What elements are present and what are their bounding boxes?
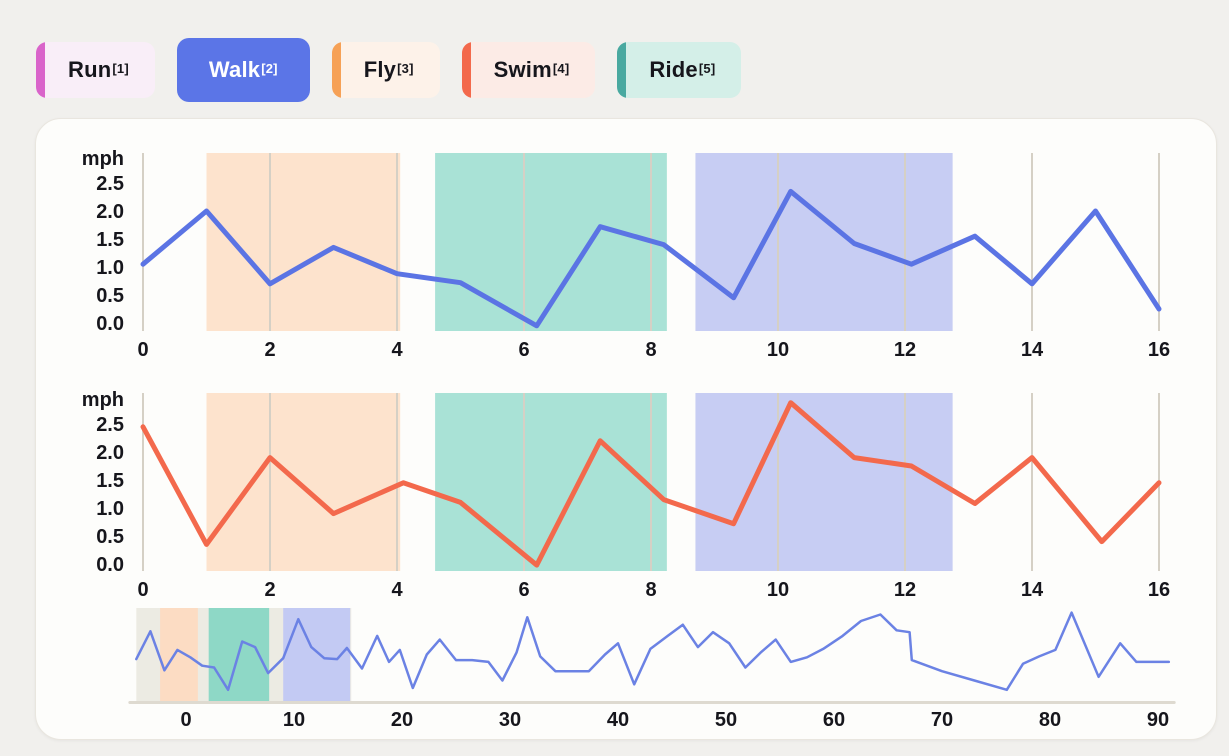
charts-panel: 0 2 4 6 8 10 12 14 16 0.0 0.5 1.0 1.5 2.0 2.5 mph 0 2 4 6 8 1… [82, 148, 1176, 731]
y-axis-title: mph [82, 148, 124, 170]
x-tick-label: 2 [264, 339, 275, 361]
y-tick-label: 1.5 [96, 470, 124, 492]
swim-speed-line [140, 400, 1162, 568]
swim-speed-region-ride-interval [435, 393, 667, 571]
overview-tick-label: 40 [607, 709, 629, 731]
legend-item-shortcut: [1] [112, 60, 129, 76]
y-tick-label: 2.5 [96, 173, 124, 195]
overview-region-fly-interval [160, 608, 198, 701]
x-tick-label: 2 [264, 579, 275, 601]
x-tick-label: 10 [767, 579, 789, 601]
x-tick-label: 14 [1021, 339, 1044, 361]
overview-tick-label: 60 [823, 709, 845, 731]
ride-color-swatch [617, 42, 627, 98]
y-tick-label: 1.5 [96, 229, 124, 251]
y-axis-title: mph [82, 389, 124, 411]
legend-item-label: Walk [208, 57, 261, 82]
x-tick-label: 16 [1148, 579, 1170, 601]
legend-item-label: Run [68, 57, 112, 82]
x-tick-label: 0 [137, 579, 148, 601]
swim-speed-region-fly-interval [206, 393, 401, 571]
x-tick-label: 12 [894, 579, 916, 601]
overview-line [135, 611, 1171, 692]
swim-color-swatch [461, 42, 471, 98]
x-tick-label: 4 [391, 579, 403, 601]
legend-item-run[interactable]: Run [1] [36, 42, 155, 98]
legend-item-swim[interactable]: Swim [4] [461, 42, 596, 98]
legend-item-label: Fly [363, 57, 397, 82]
walk-speed-chart: 0 2 4 6 8 10 12 14 16 0.0 0.5 1.0 1.5 2.0 2.5 mph [82, 148, 1170, 361]
swim-speed-region-walk-interval [695, 393, 953, 571]
legend-item-label: Ride [649, 57, 698, 82]
x-tick-label: 8 [645, 579, 656, 601]
x-tick-label: 0 [137, 339, 148, 361]
legend-item-shortcut: [5] [698, 60, 716, 76]
overview-tick-label: 0 [180, 709, 191, 731]
x-tick-label: 12 [894, 339, 916, 361]
overview-tick-label: 80 [1039, 709, 1061, 731]
overview-tick-label: 10 [283, 709, 305, 731]
x-tick-label: 14 [1021, 579, 1044, 601]
overview-tick-label: 90 [1147, 709, 1169, 731]
overview-tick-label: 20 [391, 709, 413, 731]
overview-tick-label: 70 [931, 709, 953, 731]
x-tick-label: 4 [391, 339, 403, 361]
walk-speed-line [140, 188, 1162, 329]
x-tick-label: 8 [645, 339, 656, 361]
activity-legend: Run [1] Walk [2] Fly [3] Swim [4] Ride [5] [36, 36, 742, 104]
y-tick-label: 2.0 [96, 442, 124, 464]
y-tick-label: 1.0 [96, 498, 124, 520]
swim-speed-chart: 0 2 4 6 8 10 12 14 16 0.0 0.5 1.0 1.5 2.0 2.5 mph [82, 389, 1170, 601]
overview-tick-label: 50 [715, 709, 737, 731]
legend-item-shortcut: [4] [552, 60, 570, 76]
legend-item-ride[interactable]: Ride [5] [617, 42, 742, 98]
y-tick-label: 2.5 [96, 414, 124, 436]
walk-speed-region-walk-interval [695, 153, 953, 331]
y-tick-label: 1.0 [96, 257, 124, 279]
x-tick-label: 10 [767, 339, 789, 361]
overview-region-walk-interval [283, 608, 351, 701]
x-tick-label: 6 [518, 579, 529, 601]
y-tick-label: 0.0 [96, 554, 124, 576]
charts-card: 0 2 4 6 8 10 12 14 16 0.0 0.5 1.0 1.5 2.0 2.5 mph 0 2 4 6 8 1… [35, 118, 1217, 740]
y-tick-label: 0.5 [96, 526, 124, 548]
legend-item-fly[interactable]: Fly [3] [331, 42, 440, 98]
fly-color-swatch [331, 42, 341, 98]
y-tick-label: 0.5 [96, 285, 124, 307]
legend-item-shortcut: [3] [397, 60, 414, 76]
x-tick-label: 6 [518, 339, 529, 361]
legend-item-walk[interactable]: Walk [2] [176, 38, 310, 102]
overview-chart: 0 10 20 30 40 50 60 70 80 90 [128, 608, 1176, 731]
y-tick-label: 0.0 [96, 313, 124, 335]
legend-item-label: Swim [493, 57, 552, 82]
overview-tick-label: 30 [499, 709, 521, 731]
run-color-swatch [36, 42, 45, 98]
legend-item-shortcut: [2] [261, 60, 278, 76]
x-tick-label: 16 [1148, 339, 1170, 361]
y-tick-label: 2.0 [96, 201, 124, 223]
walk-speed-region-fly-interval [206, 153, 401, 331]
